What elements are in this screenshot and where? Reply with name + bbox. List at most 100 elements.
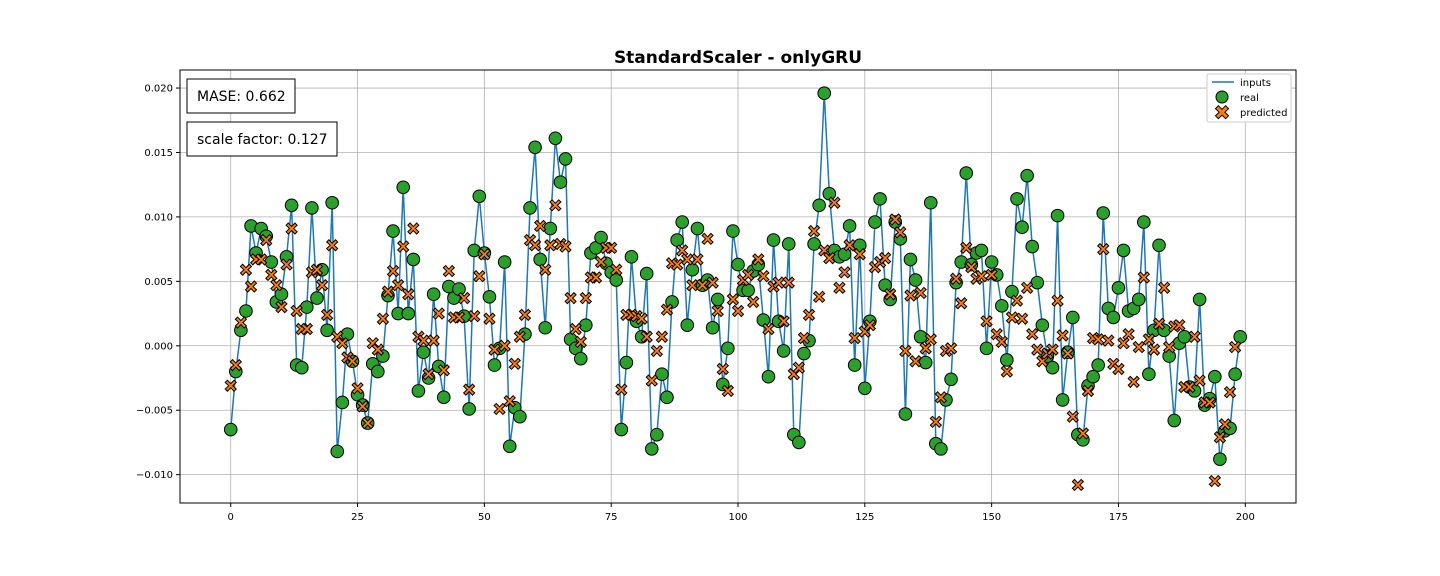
real-point xyxy=(528,140,542,155)
predicted-point xyxy=(960,241,973,255)
real-point xyxy=(305,201,319,215)
real-point xyxy=(797,346,811,361)
real-point xyxy=(1096,206,1111,220)
real-point xyxy=(979,341,994,356)
real-point xyxy=(670,233,684,247)
predicted-point xyxy=(559,240,572,253)
predicted-point xyxy=(909,355,922,368)
predicted-point xyxy=(1223,385,1237,399)
real-point xyxy=(1213,452,1227,466)
real-point xyxy=(502,439,517,454)
predicted-point xyxy=(244,280,258,293)
annotation-mase-text: MASE: 0.662 xyxy=(197,89,286,105)
real-point xyxy=(766,233,781,247)
x-tick-label: 200 xyxy=(1236,512,1255,523)
predicted-point xyxy=(645,374,658,387)
predicted-point xyxy=(838,266,851,279)
predicted-point xyxy=(280,258,293,271)
real-point xyxy=(1152,238,1166,253)
annotation-scale-factor: scale factor: 0.127 xyxy=(186,121,338,157)
predicted-point xyxy=(1228,340,1242,354)
predicted-point xyxy=(569,322,582,336)
predicted-point xyxy=(706,276,719,289)
predicted-point xyxy=(432,307,445,320)
predicted-point xyxy=(1127,375,1140,389)
predicted-point xyxy=(1152,317,1166,331)
real-point xyxy=(1131,292,1146,307)
real-point xyxy=(452,282,466,296)
real-point xyxy=(731,257,745,272)
predicted-point xyxy=(650,344,664,358)
real-point xyxy=(1050,208,1065,223)
real-point xyxy=(1116,243,1131,258)
predicted-point xyxy=(954,297,968,310)
y-tick-label: 0.015 xyxy=(144,148,173,159)
real-point xyxy=(223,422,238,437)
predicted-point xyxy=(381,285,395,298)
real-point xyxy=(690,221,705,236)
x-tick-label: 150 xyxy=(982,512,1001,523)
real-point xyxy=(675,215,690,229)
real-point xyxy=(284,198,299,213)
real-point xyxy=(1228,367,1242,381)
predicted-point xyxy=(346,355,359,368)
real-point xyxy=(330,444,345,459)
predicted-point xyxy=(1112,362,1125,376)
real-point xyxy=(1035,318,1050,332)
real-point xyxy=(558,152,573,166)
predicted-point xyxy=(615,383,628,396)
predicted-point xyxy=(371,343,385,356)
predicted-point xyxy=(462,383,476,396)
predicted-point xyxy=(473,269,486,283)
predicted-point xyxy=(675,244,689,257)
predicted-point xyxy=(1173,318,1186,332)
predicted-point xyxy=(300,322,314,336)
real-point xyxy=(903,252,918,267)
predicted-point xyxy=(843,239,856,252)
predicted-point xyxy=(934,391,948,404)
real-point xyxy=(239,304,253,318)
real-point xyxy=(1025,239,1040,254)
chart-title: StandardScaler - onlyGRU xyxy=(614,48,862,68)
x-tick-label: 100 xyxy=(728,512,747,523)
predicted-point xyxy=(396,240,410,253)
real-point xyxy=(710,292,725,307)
predicted-point xyxy=(229,358,243,372)
predicted-point xyxy=(1142,333,1156,346)
real-point xyxy=(487,358,502,372)
predicted-point xyxy=(919,342,932,355)
predicted-point xyxy=(812,290,826,304)
predicted-point xyxy=(285,222,298,235)
x-tick-label: 0 xyxy=(228,512,234,523)
real-point xyxy=(1045,360,1060,375)
real-point xyxy=(436,390,451,405)
annotation-scale-box xyxy=(186,121,338,157)
real-point xyxy=(1055,393,1070,407)
real-point xyxy=(472,189,487,204)
predicted-point xyxy=(574,335,587,349)
predicted-point xyxy=(660,303,674,316)
predicted-point xyxy=(594,255,608,269)
predicted-point xyxy=(533,219,547,233)
real-point xyxy=(913,329,928,344)
predicted-point xyxy=(275,300,288,314)
real-point xyxy=(609,273,624,287)
predicted-point xyxy=(265,268,278,282)
real-point xyxy=(1086,369,1100,384)
predicted-point xyxy=(716,362,729,376)
real-point xyxy=(807,237,821,251)
predicted-point xyxy=(1015,312,1029,325)
real-point xyxy=(1111,280,1126,295)
legend-predicted-swatch xyxy=(1214,104,1230,120)
real-point xyxy=(594,230,608,245)
predicted-point xyxy=(1213,431,1227,444)
predicted-point xyxy=(980,315,993,328)
predicted-point xyxy=(1147,343,1161,356)
predicted-point xyxy=(747,295,760,309)
real-point xyxy=(1000,353,1014,367)
predicted-point xyxy=(853,248,866,261)
real-point xyxy=(655,367,669,381)
predicted-point xyxy=(1137,271,1151,284)
